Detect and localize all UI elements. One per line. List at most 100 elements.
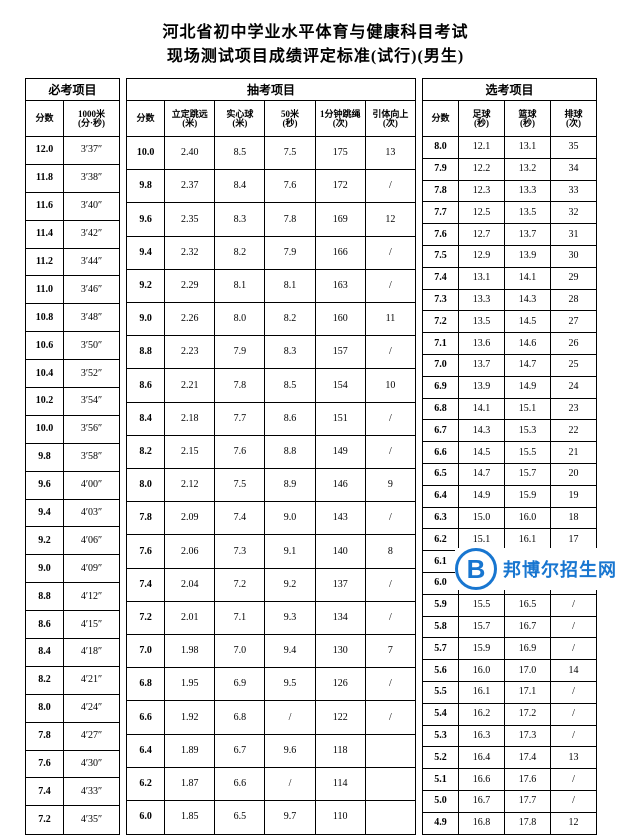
- section-header: 选考项目: [423, 79, 597, 101]
- table-cell: 8.0: [423, 137, 459, 159]
- table-cell: 7.2: [127, 601, 165, 634]
- table-cell: 13.9: [459, 376, 505, 398]
- table-cell: 2.01: [165, 601, 215, 634]
- table-cell: 2.12: [165, 469, 215, 502]
- table-cell: 31: [551, 224, 597, 246]
- title-line1: 河北省初中学业水平体育与健康科目考试: [25, 18, 606, 42]
- table-cell: 14: [551, 660, 597, 682]
- table-cell: 16.0: [459, 660, 505, 682]
- table-row: 5.016.717.7/: [423, 790, 597, 812]
- table-cell: 3′44″: [64, 248, 120, 276]
- table-cell: 7.7: [215, 402, 265, 435]
- table-cell: 151: [315, 402, 365, 435]
- table-cell: 13.3: [459, 289, 505, 311]
- table-row: 8.012.113.135: [423, 137, 597, 159]
- table-cell: 13.7: [505, 224, 551, 246]
- table-row: 7.64′30″: [26, 750, 120, 778]
- table-cell: 3′37″: [64, 137, 120, 165]
- table-cell: 25: [551, 354, 597, 376]
- table-cell: 12.3: [459, 180, 505, 202]
- table-cell: /: [365, 170, 415, 203]
- table-cell: 3′48″: [64, 304, 120, 332]
- table-cell: 7.0: [215, 635, 265, 668]
- table-cell: 15.7: [505, 463, 551, 485]
- table-row: 9.62.358.37.816912: [127, 203, 416, 236]
- table-cell: /: [365, 435, 415, 468]
- table-cell: 16.4: [459, 747, 505, 769]
- table-cell: 149: [315, 435, 365, 468]
- table-cell: 18: [551, 507, 597, 529]
- table-cell: 12.0: [26, 137, 64, 165]
- table-cell: 8.3: [215, 203, 265, 236]
- table-cell: 8.6: [127, 369, 165, 402]
- table-cell: 9.7: [265, 801, 315, 834]
- table-cell: 10.4: [26, 360, 64, 388]
- table-cell: 6.4: [423, 485, 459, 507]
- table-cell: 9.0: [26, 555, 64, 583]
- table-cell: 5.3: [423, 725, 459, 747]
- table-cell: 4′30″: [64, 750, 120, 778]
- table-cell: 8.2: [215, 236, 265, 269]
- table-cell: 16.6: [459, 769, 505, 791]
- table-cell: 3′42″: [64, 220, 120, 248]
- table-row: 6.315.016.018: [423, 507, 597, 529]
- table-cell: 14.1: [459, 398, 505, 420]
- table-cell: 12.9: [459, 245, 505, 267]
- table-cell: 122: [315, 701, 365, 734]
- table-cell: 6.5: [423, 463, 459, 485]
- table-row: 7.22.017.19.3134/: [127, 601, 416, 634]
- table-cell: 7.6: [265, 170, 315, 203]
- table-cell: 130: [315, 635, 365, 668]
- table-cell: 8.4: [127, 402, 165, 435]
- table-cell: [365, 801, 415, 834]
- table-cell: 6.8: [423, 398, 459, 420]
- table-cell: 7.3: [423, 289, 459, 311]
- table-cell: 6.6: [215, 767, 265, 800]
- table-cell: 13.3: [505, 180, 551, 202]
- table-cell: 6.5: [215, 801, 265, 834]
- table-cell: 7.2: [423, 311, 459, 333]
- table-cell: 2.26: [165, 303, 215, 336]
- table-cell: 8.8: [127, 336, 165, 369]
- table-cell: 134: [315, 601, 365, 634]
- table-cell: 13.9: [505, 245, 551, 267]
- table-cell: 11.2: [26, 248, 64, 276]
- table-row: 8.44′18″: [26, 639, 120, 667]
- table-cell: 10.6: [26, 332, 64, 360]
- col-header: 分数: [26, 101, 64, 137]
- col-header: 立定跳远(米): [165, 101, 215, 137]
- table-cell: 30: [551, 245, 597, 267]
- table-cell: 8.3: [265, 336, 315, 369]
- table-cell: 28: [551, 289, 597, 311]
- table-cell: 8.2: [127, 435, 165, 468]
- table-cell: 32: [551, 202, 597, 224]
- table-cell: 8.4: [26, 639, 64, 667]
- table-cell: 9.6: [127, 203, 165, 236]
- table-cell: 14.9: [505, 376, 551, 398]
- tables-container: 必考项目 分数1000米(分·秒) 12.03′37″11.83′38″11.6…: [25, 78, 606, 835]
- table-row: 7.44′33″: [26, 778, 120, 806]
- table-cell: 23: [551, 398, 597, 420]
- table-cell: 3′56″: [64, 415, 120, 443]
- table-cell: 19: [551, 485, 597, 507]
- table-cell: 7: [365, 635, 415, 668]
- table-cell: 8.6: [26, 611, 64, 639]
- table-cell: 8.2: [265, 303, 315, 336]
- table-cell: 12.7: [459, 224, 505, 246]
- table-cell: 8.0: [215, 303, 265, 336]
- table-cell: 7.9: [215, 336, 265, 369]
- table-cell: 15.1: [505, 398, 551, 420]
- table-cell: /: [365, 269, 415, 302]
- table-cell: 14.7: [459, 463, 505, 485]
- table-cell: 35: [551, 137, 597, 159]
- table-cell: 2.04: [165, 568, 215, 601]
- table-cell: 11.0: [26, 276, 64, 304]
- table-cell: 7.6: [423, 224, 459, 246]
- table-cell: 5.1: [423, 769, 459, 791]
- table-cell: 8.8: [265, 435, 315, 468]
- table-cell: 16.8: [459, 812, 505, 834]
- table-row: 9.22.298.18.1163/: [127, 269, 416, 302]
- table-cell: 16.5: [505, 594, 551, 616]
- table-cell: 8.1: [265, 269, 315, 302]
- table-cell: 9.8: [26, 443, 64, 471]
